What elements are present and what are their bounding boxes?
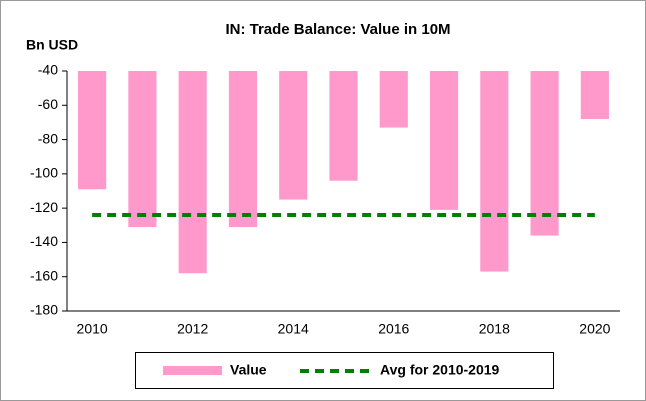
bar: [128, 71, 157, 227]
bar: [178, 71, 207, 274]
y-tick-label: -120: [30, 199, 58, 215]
bar: [228, 71, 258, 227]
y-tick-label: -60: [38, 96, 58, 112]
x-tick-label: 2020: [579, 321, 610, 337]
legend-label: Avg for 2010-2019: [380, 362, 500, 378]
bar: [480, 71, 509, 272]
x-tick-label: 2010: [77, 321, 108, 337]
y-tick-label: -80: [38, 130, 58, 146]
bar: [329, 71, 358, 181]
x-tick-label: 2018: [479, 321, 510, 337]
x-tick-label: 2014: [278, 321, 309, 337]
bar: [530, 71, 559, 236]
bar: [379, 71, 408, 128]
bar: [429, 71, 459, 210]
y-tick-label: -160: [30, 267, 58, 283]
bar: [580, 71, 609, 119]
y-tick-label: -100: [30, 165, 58, 181]
x-tick-label: 2016: [378, 321, 409, 337]
legend-swatch: [163, 366, 222, 375]
legend-label: Value: [230, 362, 267, 378]
x-tick-label: 2012: [177, 321, 208, 337]
y-tick-label: -40: [38, 62, 58, 78]
y-tick-label: -180: [30, 302, 58, 318]
chart-title: IN: Trade Balance: Value in 10M: [225, 21, 450, 38]
y-axis-label: Bn USD: [26, 37, 78, 53]
bar: [78, 71, 107, 190]
y-tick-label: -140: [30, 233, 58, 249]
bar: [279, 71, 308, 200]
